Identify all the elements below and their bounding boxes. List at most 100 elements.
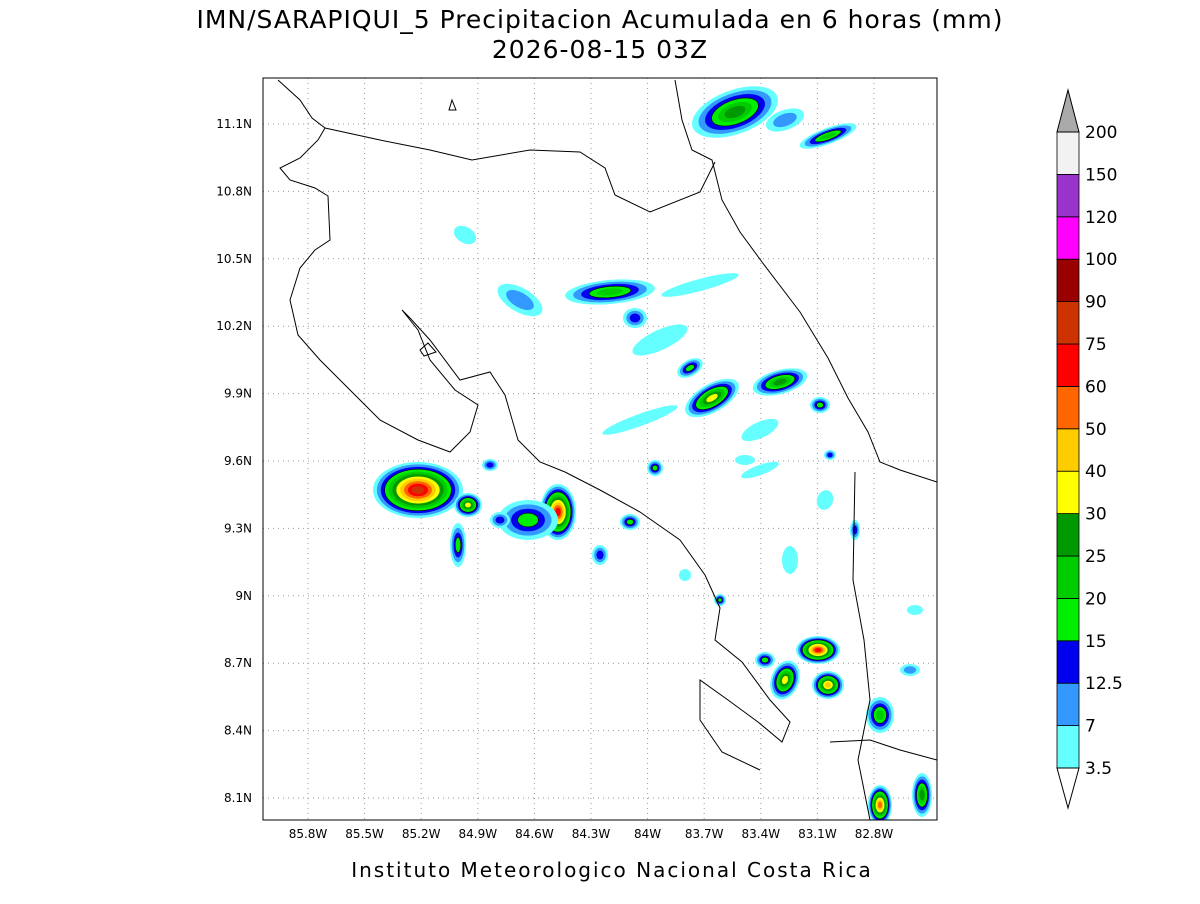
colorbar-segment	[1056, 216, 1080, 260]
lon-label: 82.8W	[855, 827, 894, 841]
subtitle: 2026-08-15 03Z	[492, 35, 708, 64]
lat-label: 9.3N	[224, 521, 252, 535]
precip-contour	[825, 682, 831, 688]
colorbar-label: 25	[1085, 547, 1107, 567]
lon-label: 83.1W	[798, 827, 837, 841]
precip-contour	[919, 789, 925, 801]
lon-label: 84.3W	[572, 827, 611, 841]
colorbar-label: 200	[1085, 123, 1117, 143]
island	[419, 342, 437, 357]
precip-contour	[465, 502, 471, 508]
colorbar-label: 75	[1085, 335, 1107, 355]
border	[324, 127, 716, 213]
colorbar-label: 30	[1085, 505, 1107, 525]
precip-contour	[506, 289, 534, 311]
lat-label: 9.6N	[224, 454, 252, 468]
lat-label: 10.2N	[216, 319, 252, 333]
colorbar-label: 20	[1085, 589, 1107, 609]
precip-contour	[741, 418, 779, 442]
precip-contour	[495, 516, 505, 524]
lat-label: 10.8N	[216, 184, 252, 198]
precip-contour	[411, 486, 425, 494]
colorbar-segment	[1056, 470, 1080, 515]
colorbar-label: 60	[1085, 377, 1107, 397]
precip-contour	[596, 550, 604, 560]
precip-contour	[517, 512, 539, 528]
precip-contour	[827, 452, 833, 458]
coastline	[277, 79, 791, 771]
lat-label: 8.7N	[224, 656, 252, 670]
precip-contour	[626, 518, 634, 526]
precip-contour	[717, 597, 723, 603]
lon-label: 85.8W	[289, 827, 328, 841]
precip-contour	[819, 132, 837, 140]
precip-contour	[602, 405, 678, 435]
map-frame	[262, 77, 938, 821]
colorbar-segment	[1056, 385, 1080, 430]
axis-labels: 85.8W 85.5W 85.2W 84.9W 84.6W 84.3W 84W 83.7W 83…	[216, 117, 893, 841]
lat-label: 9N	[235, 589, 252, 603]
colorbar-segment	[1056, 555, 1080, 599]
precip-contour	[453, 225, 477, 245]
precip-contour	[651, 464, 659, 472]
precip-contour	[816, 401, 824, 409]
lon-label: 84.6W	[515, 827, 554, 841]
precip-contour	[878, 801, 882, 809]
precipitation-field	[373, 86, 932, 820]
grid	[263, 78, 937, 820]
coastline	[829, 739, 937, 761]
colorbar-label: 150	[1085, 165, 1117, 185]
precip-contour	[741, 461, 779, 479]
colorbar-label: 3.5	[1085, 759, 1112, 779]
colorbar-label: 100	[1085, 250, 1117, 270]
colorbar-segment	[1056, 301, 1080, 345]
lon-label: 84.9W	[459, 827, 498, 841]
colorbar-segment	[1056, 258, 1080, 303]
colorbar-label: 40	[1085, 462, 1107, 482]
colorbar-label: 12.5	[1085, 674, 1123, 694]
colorbar-segment	[1056, 725, 1080, 769]
colorbar-label: 50	[1085, 420, 1107, 440]
colorbar-segment	[1056, 428, 1080, 472]
coastline	[674, 79, 937, 483]
precip-contour	[597, 288, 623, 296]
lon-label: 85.5W	[345, 827, 384, 841]
lat-label: 9.9N	[224, 387, 252, 401]
lon-label: 84W	[634, 827, 661, 841]
lon-label: 83.7W	[685, 827, 724, 841]
island	[448, 98, 457, 111]
precip-contour	[632, 324, 688, 356]
precip-contour	[816, 490, 834, 510]
precip-contour	[661, 273, 739, 297]
colorbar-label: 90	[1085, 293, 1107, 313]
colorbar-segment	[1056, 343, 1080, 387]
precip-contour	[486, 462, 494, 468]
coastlines	[277, 79, 937, 820]
lat-label: 11.1N	[216, 117, 252, 131]
precip-contour	[773, 378, 787, 386]
precip-contour	[679, 569, 691, 581]
precip-contour	[761, 656, 769, 664]
precip-contour	[781, 675, 789, 685]
colorbar-label: 7	[1085, 717, 1096, 737]
colorbar-segment	[1056, 173, 1080, 218]
precip-contour	[629, 313, 641, 323]
colorbar-segment	[1056, 131, 1080, 175]
precip-contour	[735, 455, 755, 465]
colorbar-segment	[1056, 640, 1080, 684]
precip-contour	[876, 709, 884, 721]
lat-label: 8.1N	[224, 791, 252, 805]
title: IMN/SARAPIQUI_5 Precipitacion Acumulada …	[196, 5, 1003, 34]
precip-contour	[724, 105, 746, 119]
colorbar-segment	[1056, 682, 1080, 727]
colorbar-label: 120	[1085, 208, 1117, 228]
precip-contour	[454, 537, 462, 553]
precip-contour	[706, 393, 718, 403]
precip-contour	[773, 112, 797, 128]
precip-contour	[907, 605, 923, 615]
colorbar-segment	[1056, 598, 1080, 642]
precip-contour	[814, 647, 822, 653]
colorbar-segment	[1056, 513, 1080, 557]
colorbar-over	[1056, 88, 1080, 133]
lat-label: 8.4N	[224, 724, 252, 738]
